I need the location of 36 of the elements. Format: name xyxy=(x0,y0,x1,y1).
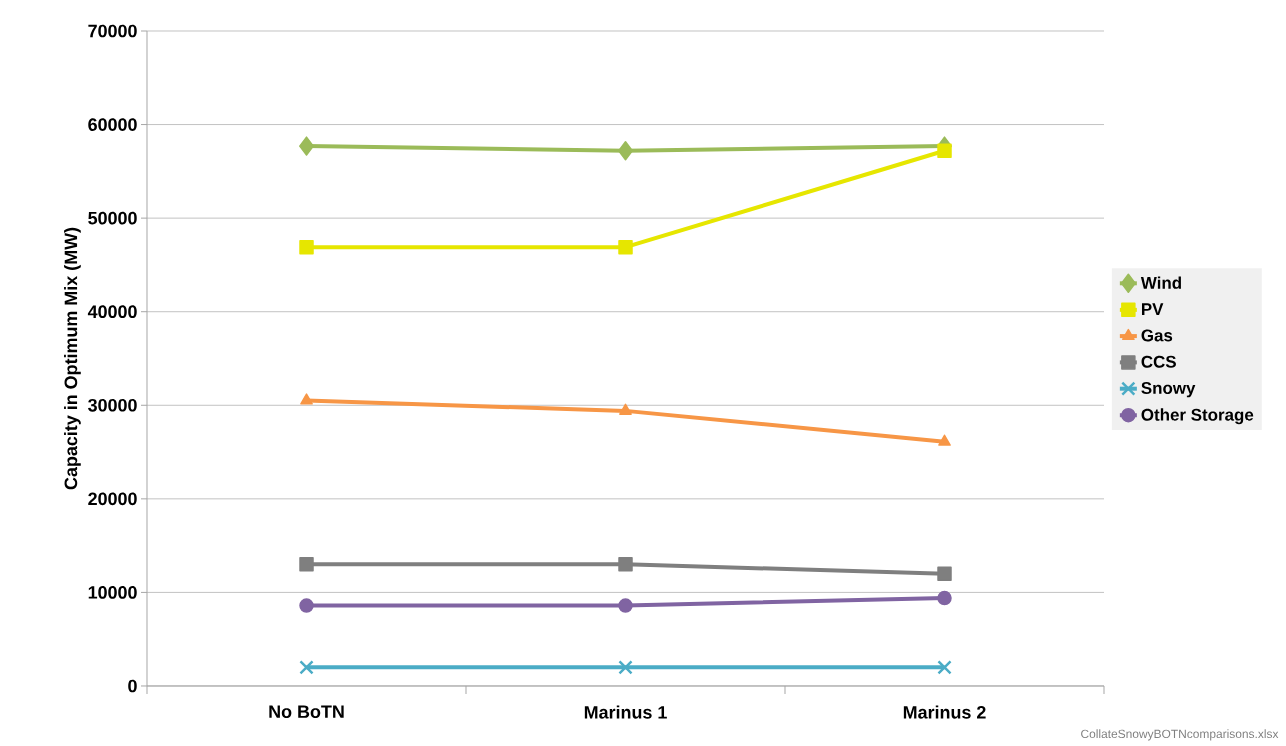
point xyxy=(299,660,314,675)
legend-label: CCS xyxy=(1141,355,1176,368)
legend-label: PV xyxy=(1141,303,1164,315)
x-tick-label: No BoTN xyxy=(269,705,344,719)
legend-label: Other Storage xyxy=(1141,408,1254,425)
point xyxy=(299,239,314,255)
legend-label: Snowy xyxy=(1141,382,1196,398)
point xyxy=(618,557,633,572)
point xyxy=(937,590,952,606)
legend-label: Wind xyxy=(1140,276,1181,289)
point xyxy=(618,660,633,675)
y-tick-label: 50000 xyxy=(88,211,137,225)
point xyxy=(299,557,314,572)
x-tick-label: Marinus 1 xyxy=(584,705,667,719)
point xyxy=(938,434,951,446)
x-tick-label: Marinus 2 xyxy=(903,705,986,719)
y-tick-label: 30000 xyxy=(88,398,137,412)
y-tick-label: 70000 xyxy=(88,24,137,38)
y-tick-label: 40000 xyxy=(87,305,137,319)
y-tick-label: 0 xyxy=(128,679,137,693)
y-tick-label: 20000 xyxy=(88,492,137,506)
point xyxy=(618,141,634,161)
legend-label: Gas xyxy=(1141,329,1173,342)
y-tick-label: 60000 xyxy=(88,118,137,131)
point xyxy=(299,136,315,156)
y-axis-title: Capacity in Optimum Mix (MW) xyxy=(64,227,81,490)
point xyxy=(618,239,633,255)
point xyxy=(937,660,952,675)
point xyxy=(300,393,313,405)
point xyxy=(937,143,952,159)
y-tick-label: 10000 xyxy=(88,586,137,599)
point xyxy=(618,598,633,613)
point xyxy=(299,598,314,613)
point xyxy=(937,566,952,581)
text: CollateSnowyBOTNcomparisons.xlsx xyxy=(1081,729,1279,741)
point xyxy=(619,403,632,415)
